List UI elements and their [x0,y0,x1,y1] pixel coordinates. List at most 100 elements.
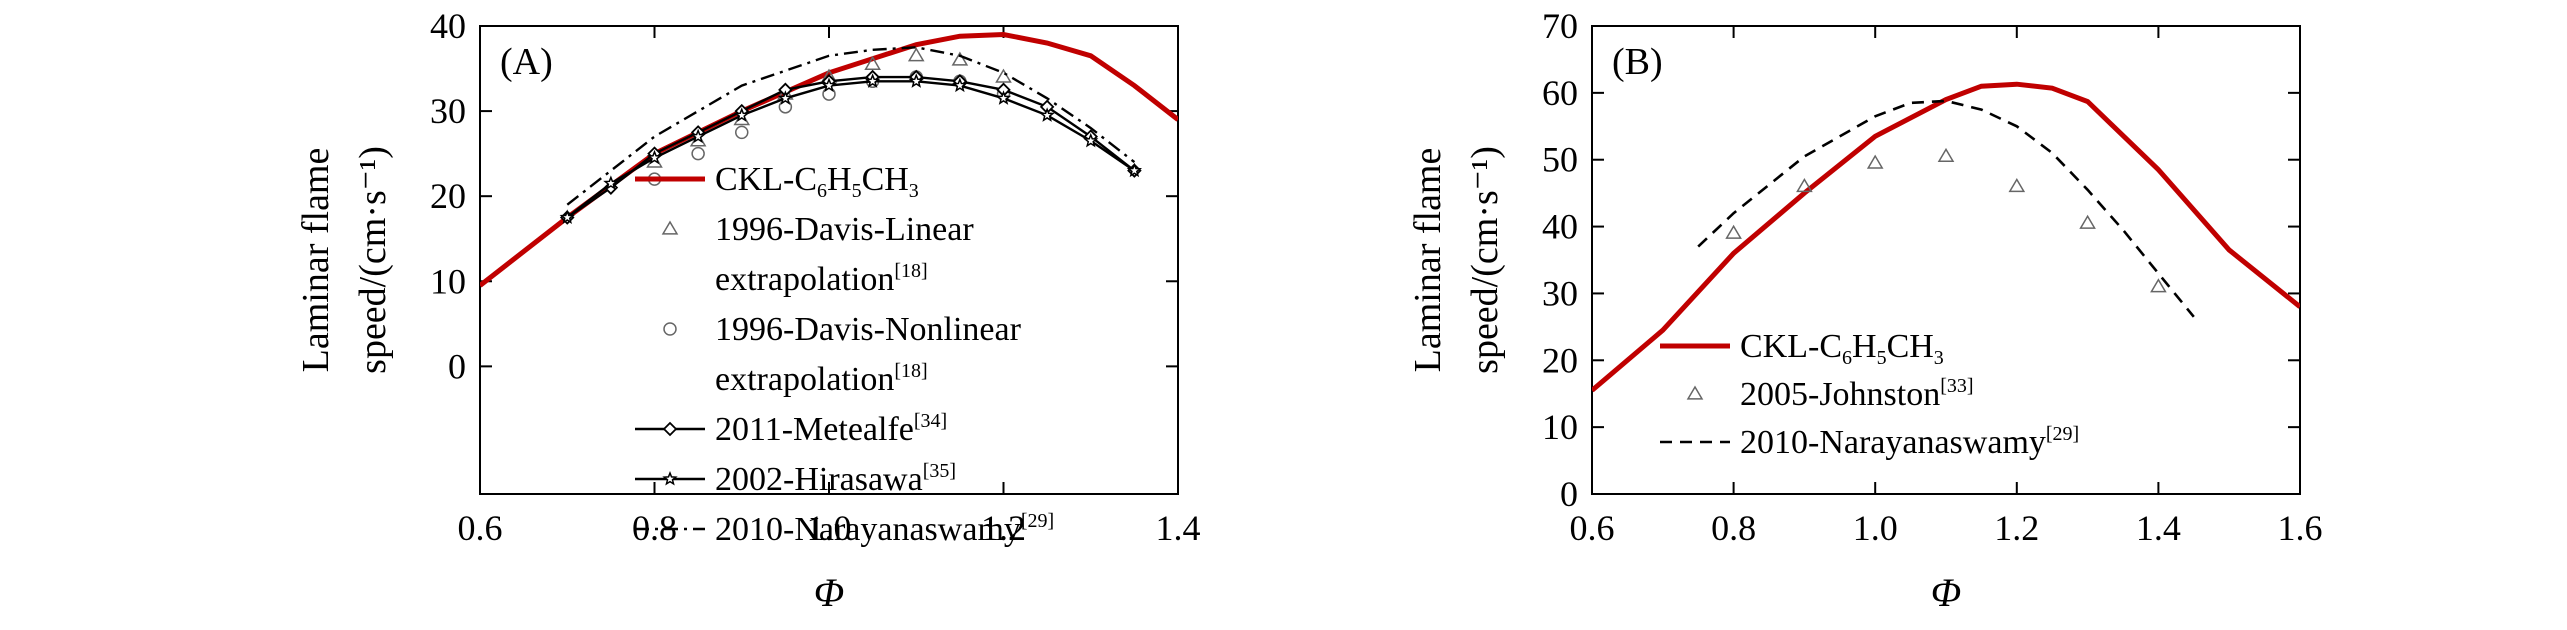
legend-label: 2011-Metealfe[34]​ [715,410,947,448]
x-tick-label: 1.2 [1994,508,2039,548]
x-tick-label: 1.0 [1853,508,1898,548]
subscript: 5 [852,180,862,202]
x-tick-label: 0.6 [1570,508,1615,548]
series-4 [559,73,1143,224]
circle-marker [735,125,749,140]
subscript: 3 [909,180,919,202]
superscript: [29] [2046,423,2079,445]
triangle-marker [864,55,881,70]
circle-marker [663,322,677,336]
superscript: [18] [894,360,927,382]
star-marker [908,73,924,88]
legend-text-part: CH [862,161,909,198]
legend-text-part: 1996-Davis-Nonlinear [715,311,1022,348]
star-marker [864,73,881,88]
y-tick-label: 30 [430,91,466,131]
triangle-marker [661,220,679,235]
star-marker [559,209,575,224]
subscript: 5 [1877,347,1887,369]
superscript: [33] [1940,375,1973,397]
legend-symbol [635,421,705,437]
legend-text-part: 2010-Narayanaswamy [715,511,1021,548]
legend-symbol [635,470,705,486]
y-tick-label: 10 [1542,407,1578,447]
series-2 [1697,99,2195,318]
legend: CKL-C6​H5​CH3​1996-Davis-Linearextrapola… [635,161,1054,548]
x-tick-label: 0.8 [1711,508,1756,548]
series-1 [1725,147,2167,293]
legend-text-part: CKL-C [1740,328,1842,365]
legend-symbol [663,322,677,336]
legend-label: 1996-Davis-Nonlinear [715,311,1022,348]
legend-label-cont: extrapolation[18]​ [715,260,928,298]
superscript: [35] [923,460,956,482]
series-5 [566,46,1136,206]
subscript: 3 [1934,347,1944,369]
legend-text-part: CH [1887,328,1934,365]
superscript: [29] [1021,510,1054,532]
circle-marker [822,87,836,101]
triangle-marker [2079,214,2096,229]
plot-frame [1591,25,2301,495]
legend: CKL-C6​H5​CH3​ 2005-Johnston[33]​ 2010-Nar… [1660,328,2079,461]
y-tick-label: 50 [1542,140,1578,180]
y-tick-label: 60 [1542,73,1578,113]
legend-text-part: H [827,161,852,198]
plot-area [1592,81,2300,393]
triangle-marker [2008,177,2026,193]
superscript: [18] [894,260,927,282]
legend-label-cont: extrapolation[18]​ [715,360,928,398]
panel-label: (A) [500,41,553,83]
star-marker [777,90,794,105]
x-tick-label: 1.4 [2136,508,2181,548]
legend-label: 2010-Narayanaswamy[29]​ [1740,423,2079,461]
y-axis-title-line1: Laminar flame [295,148,337,373]
series-line [566,46,1136,206]
y-tick-label: 20 [430,176,466,216]
y-axis-title-line2: speed/(cm·s⁻¹) [1464,146,1506,374]
legend-label: 2005-Johnston[33]​ [1740,375,1974,413]
triangle-marker [1725,224,1742,239]
triangle-marker [2150,278,2167,293]
series-line [566,75,1136,219]
series-line [1697,99,2195,318]
triangle-marker [1686,385,1704,400]
legend-text-part: 2010-Narayanaswamy [1740,424,2046,461]
x-tick-label: 1.2 [981,508,1026,548]
series-0 [1592,81,2300,393]
triangle-marker [995,68,1012,83]
legend-text-part: 1996-Davis-Linear [715,211,974,248]
y-tick-label: 40 [1542,207,1578,247]
star-marker [603,175,619,190]
y-axis-title-line2: speed/(cm·s⁻¹) [352,146,394,374]
y-tick-label: 40 [430,6,466,46]
star-marker [821,77,837,93]
legend-symbol [661,220,679,235]
legend-text-part: extrapolation [715,361,894,398]
x-axis-title: Φ [814,570,844,615]
triangle-marker [1866,154,1884,169]
legend-label: 1996-Davis-Linear [715,211,974,248]
legend-text-part: extrapolation [715,261,894,298]
circle-marker [778,100,793,114]
x-tick-label: 1.0 [807,508,852,548]
x-axis-title: Φ [1931,570,1961,615]
x-tick-label: 1.4 [1156,508,1201,548]
star-marker [1126,162,1143,178]
series-line [566,80,1136,219]
triangle-marker [1796,177,1813,193]
legend-text-part: 2005-Johnston [1740,376,1940,413]
legend-label: 2010-Narayanaswamy[29]​ [715,510,1054,548]
star-marker [995,90,1012,105]
x-tick-label: 1.6 [2278,508,2323,548]
diamond-marker [662,421,678,437]
legend-label: CKL-C6​H5​CH3​ [1740,328,1944,369]
legend-label: 2002-Hirasawa[35]​ [715,460,956,498]
plot-area [480,31,1178,288]
star-marker [1039,107,1055,122]
triangle-marker [1937,147,1955,163]
triangle-marker [907,47,925,62]
legend-text-part: CKL-C [715,161,817,198]
y-tick-label: 70 [1542,6,1578,46]
